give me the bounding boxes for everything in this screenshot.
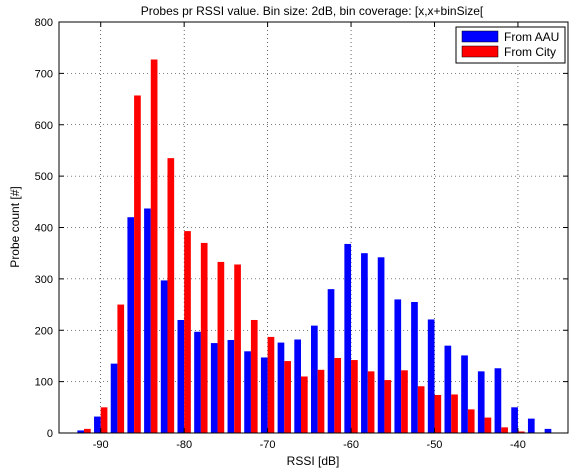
bar-from-aau (177, 319, 185, 433)
y-tick-label: 200 (35, 325, 53, 337)
bar-from-city (250, 319, 258, 433)
y-tick-label: 100 (35, 377, 53, 389)
bars (60, 59, 568, 433)
bar-from-aau (411, 301, 418, 433)
bar-from-aau (260, 357, 268, 433)
bar-from-city (167, 158, 175, 433)
bar-from-aau (544, 428, 552, 433)
bar-from-aau (527, 418, 535, 433)
x-tick-label: -70 (260, 439, 276, 451)
bar-from-city (117, 304, 125, 433)
grid-lines (59, 22, 568, 433)
bar-from-city (150, 59, 158, 433)
y-tick-label: 400 (35, 223, 53, 235)
bar-from-aau (277, 342, 285, 433)
bar-from-aau (377, 257, 385, 433)
legend-swatch-from-city (461, 45, 499, 58)
x-tick-label: -60 (343, 439, 359, 451)
legend-swatch-from-aau (461, 30, 499, 43)
bar-from-city (384, 380, 392, 433)
bar-from-aau (160, 280, 168, 433)
x-tick-label: -40 (510, 439, 526, 451)
bar-from-aau (461, 355, 468, 433)
x-axis-label: RSSI [dB] (287, 454, 340, 468)
bar-from-aau (77, 430, 85, 433)
bar-from-aau (244, 351, 251, 433)
bar-from-city (417, 386, 425, 433)
bar-from-aau (344, 243, 352, 433)
bar-from-aau (327, 289, 335, 433)
bar-from-aau (444, 345, 452, 433)
bar-from-aau (511, 407, 518, 433)
bar-from-aau (361, 253, 368, 433)
bar-from-aau (127, 217, 135, 433)
y-tick-label: 800 (35, 17, 53, 29)
bar-from-aau (427, 319, 435, 433)
x-tick-label: -90 (93, 439, 109, 451)
bar-from-city (100, 407, 108, 433)
bar-from-city (517, 431, 525, 433)
bar-from-city (467, 409, 475, 433)
bar-from-city (501, 427, 508, 433)
y-tick-label: 600 (35, 120, 53, 132)
bar-from-city (334, 357, 342, 433)
x-tick-label: -80 (176, 439, 192, 451)
bar-from-aau (227, 340, 235, 433)
bar-from-city (134, 95, 141, 433)
bar-from-city (234, 264, 241, 433)
y-axis-label: Probe count [#] (8, 186, 22, 267)
bar-from-aau (210, 343, 218, 433)
bar-from-aau (311, 325, 318, 433)
y-tick-label: 500 (35, 171, 53, 183)
bar-from-aau (294, 339, 301, 433)
bar-from-city (200, 242, 208, 433)
bar-from-city (217, 261, 225, 433)
bar-from-aau (494, 368, 502, 433)
y-tick-label: 0 (47, 428, 53, 440)
bar-from-aau (144, 208, 151, 433)
bar-from-city (84, 428, 91, 433)
legend-label-from-aau: From AAU (504, 30, 559, 44)
bar-from-aau (194, 331, 201, 433)
bar-from-city (451, 394, 458, 433)
x-tick-label: -50 (427, 439, 443, 451)
bar-from-city (300, 376, 308, 433)
bar-from-city (317, 369, 325, 433)
legend-label-from-city: From City (504, 45, 556, 59)
bar-from-aau (477, 371, 485, 433)
bar-from-city (484, 417, 492, 433)
bar-from-city (184, 231, 191, 433)
bar-from-aau (94, 416, 101, 433)
x-axis: -90 -80 -70 -60 -50 -40 (93, 22, 526, 451)
bar-from-aau (110, 363, 118, 433)
bar-from-city (401, 370, 408, 433)
y-tick-label: 300 (35, 274, 53, 286)
bar-from-aau (394, 299, 402, 433)
y-tick-label: 700 (35, 68, 53, 80)
y-axis: 0 100 200 300 400 500 600 700 800 (35, 17, 568, 440)
bar-from-city (367, 371, 375, 433)
chart-title: Probes pr RSSI value. Bin size: 2dB, bin… (141, 4, 484, 18)
bar-from-city (284, 361, 291, 433)
bar-from-city (434, 394, 442, 433)
bar-from-city (351, 360, 358, 433)
bar-from-city (267, 336, 275, 433)
